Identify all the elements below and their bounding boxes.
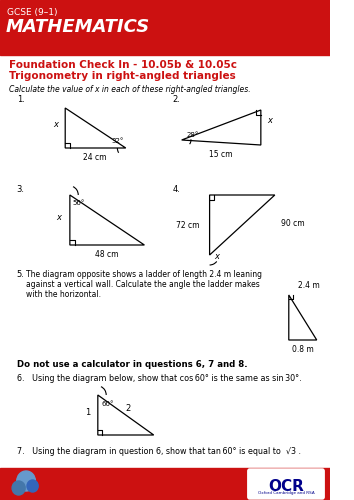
Text: OCR: OCR (268, 479, 304, 494)
Text: 24 cm: 24 cm (83, 153, 107, 162)
Text: against a vertical wall. Calculate the angle the ladder makes: against a vertical wall. Calculate the a… (26, 280, 260, 289)
Text: Trigonometry in right-angled triangles: Trigonometry in right-angled triangles (9, 71, 236, 81)
Text: with the horizontal.: with the horizontal. (26, 290, 101, 299)
Circle shape (17, 471, 35, 491)
Text: x: x (214, 252, 219, 261)
FancyBboxPatch shape (248, 469, 324, 499)
Text: x: x (57, 213, 62, 222)
Text: Foundation Check In - 10.05b & 10.05c: Foundation Check In - 10.05b & 10.05c (9, 60, 237, 70)
Text: 1: 1 (85, 408, 90, 417)
Bar (0, 468, 330, 500)
Text: 1.: 1. (17, 95, 25, 104)
Text: 32°: 32° (112, 138, 124, 144)
Text: 72 cm: 72 cm (176, 220, 199, 230)
Text: 28°: 28° (186, 132, 199, 138)
Text: 48 cm: 48 cm (95, 250, 119, 259)
Text: The diagram opposite shows a ladder of length 2.4 m leaning: The diagram opposite shows a ladder of l… (26, 270, 262, 279)
Text: 2.: 2. (172, 95, 180, 104)
Text: 5.: 5. (17, 270, 25, 279)
Text: Do not use a calculator in questions 6, 7 and 8.: Do not use a calculator in questions 6, … (17, 360, 247, 369)
Text: 0.8 m: 0.8 m (292, 345, 314, 354)
Text: 3.: 3. (17, 185, 25, 194)
Text: Oxford Cambridge and RSA: Oxford Cambridge and RSA (258, 491, 314, 495)
Text: x: x (53, 120, 58, 129)
Text: 2: 2 (125, 404, 130, 413)
Text: GCSE (9–1): GCSE (9–1) (7, 8, 58, 17)
Text: 56°: 56° (73, 200, 85, 206)
Bar (0, 0, 330, 55)
Text: 4.: 4. (172, 185, 180, 194)
Text: 90 cm: 90 cm (281, 220, 305, 228)
Text: 60°: 60° (102, 401, 114, 407)
Circle shape (12, 481, 25, 495)
Text: Calculate the value of x in each of these right-angled triangles.: Calculate the value of x in each of thes… (9, 85, 251, 94)
Text: x: x (267, 116, 272, 125)
Text: MATHEMATICS: MATHEMATICS (6, 18, 150, 36)
Text: 15 cm: 15 cm (209, 150, 233, 159)
Text: 6.   Using the diagram below, show that cos 60° is the same as sin 30°.: 6. Using the diagram below, show that co… (17, 374, 301, 383)
Circle shape (27, 480, 38, 492)
Text: 7.   Using the diagram in question 6, show that tan 60° is equal to  √3 .: 7. Using the diagram in question 6, show… (17, 447, 301, 456)
Text: 2.4 m: 2.4 m (298, 281, 320, 290)
